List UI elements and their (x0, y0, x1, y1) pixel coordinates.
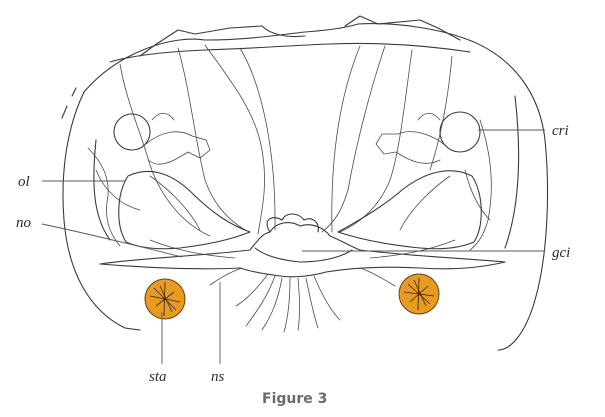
labels: cri ol no gci sta ns (16, 123, 570, 385)
optic-lobe-right (337, 170, 482, 250)
statocyst-right (398, 273, 440, 315)
statocysts (144, 273, 440, 320)
ciliary-rings (113, 111, 481, 165)
ciliary-ring-left (113, 113, 151, 151)
optic-lobe-left (118, 171, 251, 250)
leader-no (41, 223, 183, 258)
label-gci: gci (552, 245, 570, 261)
statocyst-left (144, 278, 186, 320)
optic-lobes (118, 170, 482, 250)
label-sta: sta (149, 369, 167, 385)
label-cri: cri (552, 123, 569, 139)
body-outline (61, 15, 549, 351)
nerve-network (87, 44, 492, 251)
leader-lines (41, 129, 545, 364)
ciliary-ring-right (439, 111, 481, 153)
central-ganglion (99, 213, 506, 333)
label-ns: ns (211, 369, 225, 385)
figure-caption: Figure 3 (262, 391, 327, 407)
label-ol: ol (18, 174, 30, 190)
label-no: no (16, 215, 32, 231)
